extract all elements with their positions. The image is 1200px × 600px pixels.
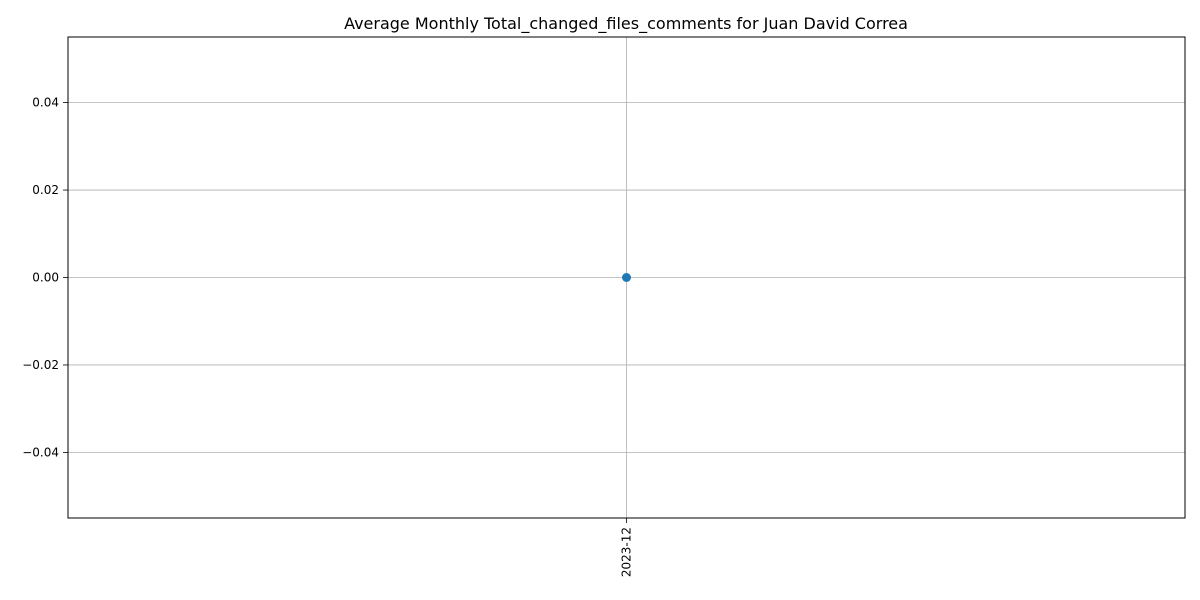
y-tick-label: −0.02 bbox=[22, 358, 59, 372]
x-tick-label: 2023-12 bbox=[620, 527, 634, 577]
data-point bbox=[622, 273, 631, 282]
y-tick-label: 0.02 bbox=[32, 183, 59, 197]
y-tick-label: 0.04 bbox=[32, 96, 59, 110]
y-tick-label: 0.00 bbox=[32, 271, 59, 285]
axes: −0.04 −0.02 0.00 0.02 0.04 2023-12 bbox=[22, 96, 633, 578]
y-tick-label: −0.04 bbox=[22, 445, 59, 459]
series-layer bbox=[622, 273, 631, 282]
chart-title: Average Monthly Total_changed_files_comm… bbox=[344, 14, 908, 34]
